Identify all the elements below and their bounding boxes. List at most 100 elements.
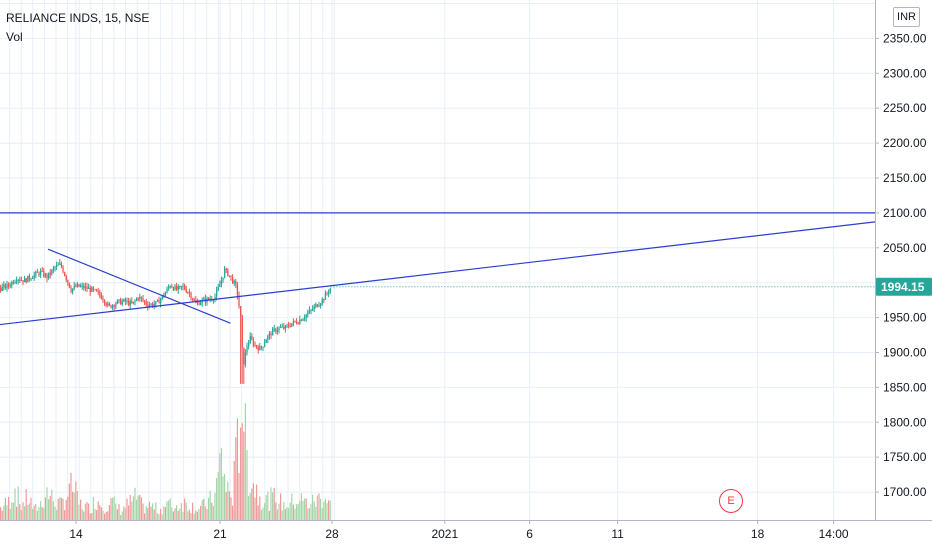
volume-bar — [121, 511, 123, 520]
volume-bar — [312, 494, 314, 520]
candle-body — [176, 285, 178, 290]
volume-bar — [36, 511, 38, 520]
candle-body — [217, 286, 219, 291]
price-tick-label: 2300.00 — [883, 66, 927, 80]
candle-body — [102, 298, 104, 301]
candle-body — [68, 282, 71, 288]
candle-body — [64, 272, 66, 276]
time-axis: 14 21 28 2021 6 11 18 14:00 — [0, 520, 932, 550]
volume-bar — [313, 501, 315, 520]
volume-bar — [304, 498, 306, 520]
volume-bar — [30, 497, 32, 520]
candle-body — [249, 336, 251, 344]
candle-body — [156, 299, 159, 302]
candle-body — [235, 280, 237, 285]
candle-body — [137, 298, 139, 300]
volume-bar — [262, 507, 264, 520]
candle-body — [91, 287, 93, 292]
volume-bar — [70, 472, 72, 520]
candle-body — [268, 333, 271, 336]
volume-bar — [228, 491, 230, 520]
volume-bar — [214, 492, 216, 520]
volume-bar — [308, 507, 310, 520]
earnings-event-marker[interactable]: E — [719, 489, 743, 513]
trendline-falling-line — [47, 248, 231, 324]
symbol-title[interactable]: RELIANCE INDS, 15, NSE — [6, 11, 150, 25]
candle-body — [288, 325, 290, 327]
price-tick-label: 1850.00 — [883, 380, 927, 394]
volume-bar — [107, 511, 109, 520]
volume-bar — [316, 495, 318, 520]
candle-body — [83, 285, 85, 289]
candle-body — [73, 285, 75, 289]
volume-bar — [97, 501, 99, 520]
candle-body — [184, 285, 186, 290]
price-tick-label: 2150.00 — [883, 171, 927, 185]
candle-body — [123, 299, 125, 302]
volume-bar — [198, 508, 200, 520]
candle-body — [116, 300, 119, 304]
volume-bar — [102, 510, 104, 520]
volume-bar — [260, 509, 262, 520]
volume-bar — [19, 504, 21, 520]
volume-bar — [292, 504, 294, 520]
volume-bar — [302, 500, 304, 520]
volume-bar — [105, 511, 107, 520]
volume-bar — [86, 502, 88, 520]
volume-bar — [164, 507, 166, 520]
candle-body — [145, 301, 147, 305]
volume-bar — [128, 505, 130, 520]
candle-body — [112, 305, 114, 308]
volume-bar — [297, 503, 299, 520]
trendlines — [0, 212, 876, 326]
candle-body — [17, 279, 19, 281]
volume-bar — [291, 493, 293, 520]
volume-bar — [78, 504, 80, 520]
candle-body — [179, 285, 181, 287]
currency-label[interactable]: INR — [893, 7, 920, 27]
candle-body — [328, 292, 330, 294]
volume-bar — [158, 513, 160, 520]
candle-body — [132, 301, 135, 304]
candle-body — [318, 305, 320, 307]
candle-body — [304, 317, 306, 320]
volume-bar — [38, 507, 40, 520]
price-tick-label: 1950.00 — [883, 311, 927, 325]
volume-bar — [153, 509, 155, 520]
volume-bar — [281, 510, 283, 520]
volume-bar — [244, 403, 246, 520]
candle-body — [273, 328, 275, 330]
candle-body — [329, 288, 331, 293]
candle-body — [177, 286, 179, 290]
volume-bar — [118, 503, 120, 520]
candle-body — [308, 310, 311, 313]
volume-bar — [243, 431, 245, 520]
volume-bar — [206, 509, 208, 520]
volume-bar — [62, 498, 64, 520]
volume-bar — [225, 491, 227, 520]
last-price-label: 1994.15 — [881, 280, 925, 294]
candle-body — [321, 299, 323, 304]
volume-bar — [315, 506, 317, 520]
candle-body — [94, 289, 96, 291]
volume-bar — [3, 505, 5, 520]
volume-bar — [241, 423, 243, 520]
volume-bar — [323, 501, 325, 520]
volume-bar — [305, 498, 307, 520]
candle-body — [12, 281, 15, 284]
price-axis: 1700.00 1750.00 1800.00 1850.00 1900.00 1950.… — [875, 0, 932, 550]
volume-bar — [96, 510, 98, 520]
candle-body — [280, 327, 282, 329]
candle-body — [272, 328, 274, 336]
volume-bar — [129, 494, 131, 520]
volume-bar — [56, 509, 58, 520]
volume-label[interactable]: Vol — [6, 30, 23, 44]
volume-bar — [68, 483, 70, 520]
candle-body — [148, 305, 151, 307]
volume-bar — [328, 500, 330, 520]
candle-body — [9, 285, 11, 287]
candle-body — [203, 298, 205, 300]
candle-body — [89, 287, 91, 292]
volume-bar — [280, 493, 282, 520]
